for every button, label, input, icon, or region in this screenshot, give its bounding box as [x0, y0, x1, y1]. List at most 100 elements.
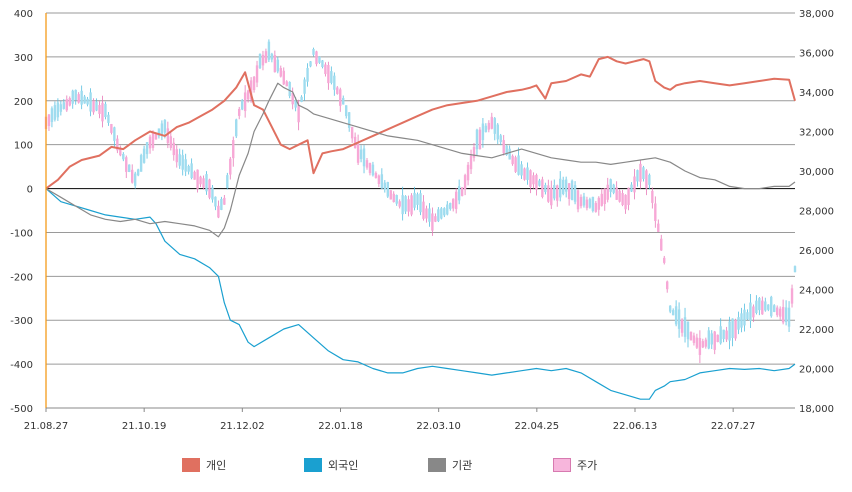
price-candle [648, 174, 651, 185]
price-candle [728, 321, 731, 341]
price-candle [654, 203, 657, 222]
price-candle [178, 154, 181, 166]
price-candle [83, 96, 86, 104]
price-candle [205, 174, 208, 192]
price-candle [636, 170, 639, 182]
price-candle [356, 143, 360, 163]
price-candle [270, 53, 274, 60]
price-candle [615, 187, 618, 200]
price-candle [145, 142, 149, 155]
price-candle [77, 94, 80, 103]
price-candle [169, 136, 173, 149]
legend-item-2[interactable]: 기관 [428, 456, 472, 474]
price-candle [342, 97, 345, 105]
price-candle [538, 180, 541, 186]
price-candle [365, 160, 369, 168]
price-candle [237, 108, 241, 116]
price-candle [89, 92, 92, 112]
price-candle [187, 165, 190, 172]
price-candle [719, 326, 722, 344]
right-tick-label: 20,000 [799, 365, 834, 376]
legend-swatch-1 [304, 458, 322, 472]
legend-item-1[interactable]: 외국인 [304, 456, 358, 474]
price-candle [306, 67, 309, 82]
price-candle [446, 204, 449, 215]
right-tick-label: 36,000 [799, 49, 834, 60]
price-candle [339, 89, 342, 106]
legend: 개인 외국인 기관 주가 [0, 456, 852, 476]
price-candle [787, 307, 791, 327]
axis-layer: 400 300 200 100 0 -100 -200 -300 -400 -500 38,000 3… [10, 9, 834, 432]
price-candle [573, 185, 577, 202]
price-candle [668, 305, 672, 312]
legend-item-3[interactable]: 주가 [553, 456, 597, 474]
price-candle [422, 201, 425, 219]
price-candle [56, 102, 60, 118]
price-candle [600, 193, 604, 206]
price-candle [74, 89, 77, 101]
price-candle [588, 199, 592, 208]
right-tick-label: 18,000 [799, 404, 834, 415]
price-candle [50, 108, 54, 122]
price-candle [202, 178, 205, 188]
price-candle [463, 175, 467, 190]
price-candle [324, 64, 327, 75]
price-candle [258, 53, 262, 68]
price-candle [217, 205, 220, 218]
price-candle [327, 64, 330, 84]
price-candle [526, 167, 529, 180]
left-tick-label: -300 [10, 316, 33, 327]
price-candle [211, 187, 214, 200]
x-tick-label: 21.08.27 [24, 421, 69, 432]
price-candle [350, 126, 354, 139]
price-candle [793, 266, 797, 273]
price-candle [425, 208, 428, 219]
price-candle [523, 168, 526, 180]
price-candle [451, 198, 455, 209]
price-candle [65, 99, 69, 111]
price-candle [139, 155, 143, 172]
price-candle [344, 105, 348, 117]
price-candle [142, 148, 146, 163]
x-tick-label: 22.07.27 [711, 421, 756, 432]
price-candle [532, 175, 535, 185]
price-candle [214, 196, 217, 207]
price-candle [300, 96, 303, 102]
price-candle [353, 136, 357, 149]
legend-item-0[interactable]: 개인 [182, 456, 226, 474]
x-tick-label: 22.06.13 [613, 421, 658, 432]
price-candle [261, 54, 265, 66]
right-tick-label: 34,000 [799, 88, 834, 99]
price-candle [47, 114, 51, 126]
price-candle [368, 163, 372, 174]
price-candle [725, 330, 728, 340]
price-candle [157, 128, 161, 137]
price-candle [475, 129, 479, 150]
price-candle [567, 183, 571, 200]
price-candle [639, 163, 642, 182]
price-candle [710, 333, 713, 345]
price-candle [547, 185, 550, 202]
price-candle [511, 155, 514, 165]
price-candle [582, 196, 586, 206]
price-candle [576, 190, 580, 210]
price-candle [181, 155, 184, 170]
legend-swatch-0 [182, 458, 200, 472]
price-candle [630, 184, 633, 192]
right-tick-label: 38,000 [799, 9, 834, 20]
price-candle [377, 175, 381, 184]
left-tick-label: 0 [27, 185, 33, 196]
price-candle [695, 337, 699, 348]
price-candle [297, 104, 300, 123]
price-candle [148, 136, 152, 149]
price-candle [431, 213, 434, 231]
price-candle [119, 148, 122, 156]
price-candle [437, 209, 440, 222]
price-candle [502, 140, 505, 154]
price-candle [398, 201, 401, 207]
price-candle [443, 208, 446, 216]
price-candle [481, 123, 485, 141]
price-candle [561, 179, 565, 195]
